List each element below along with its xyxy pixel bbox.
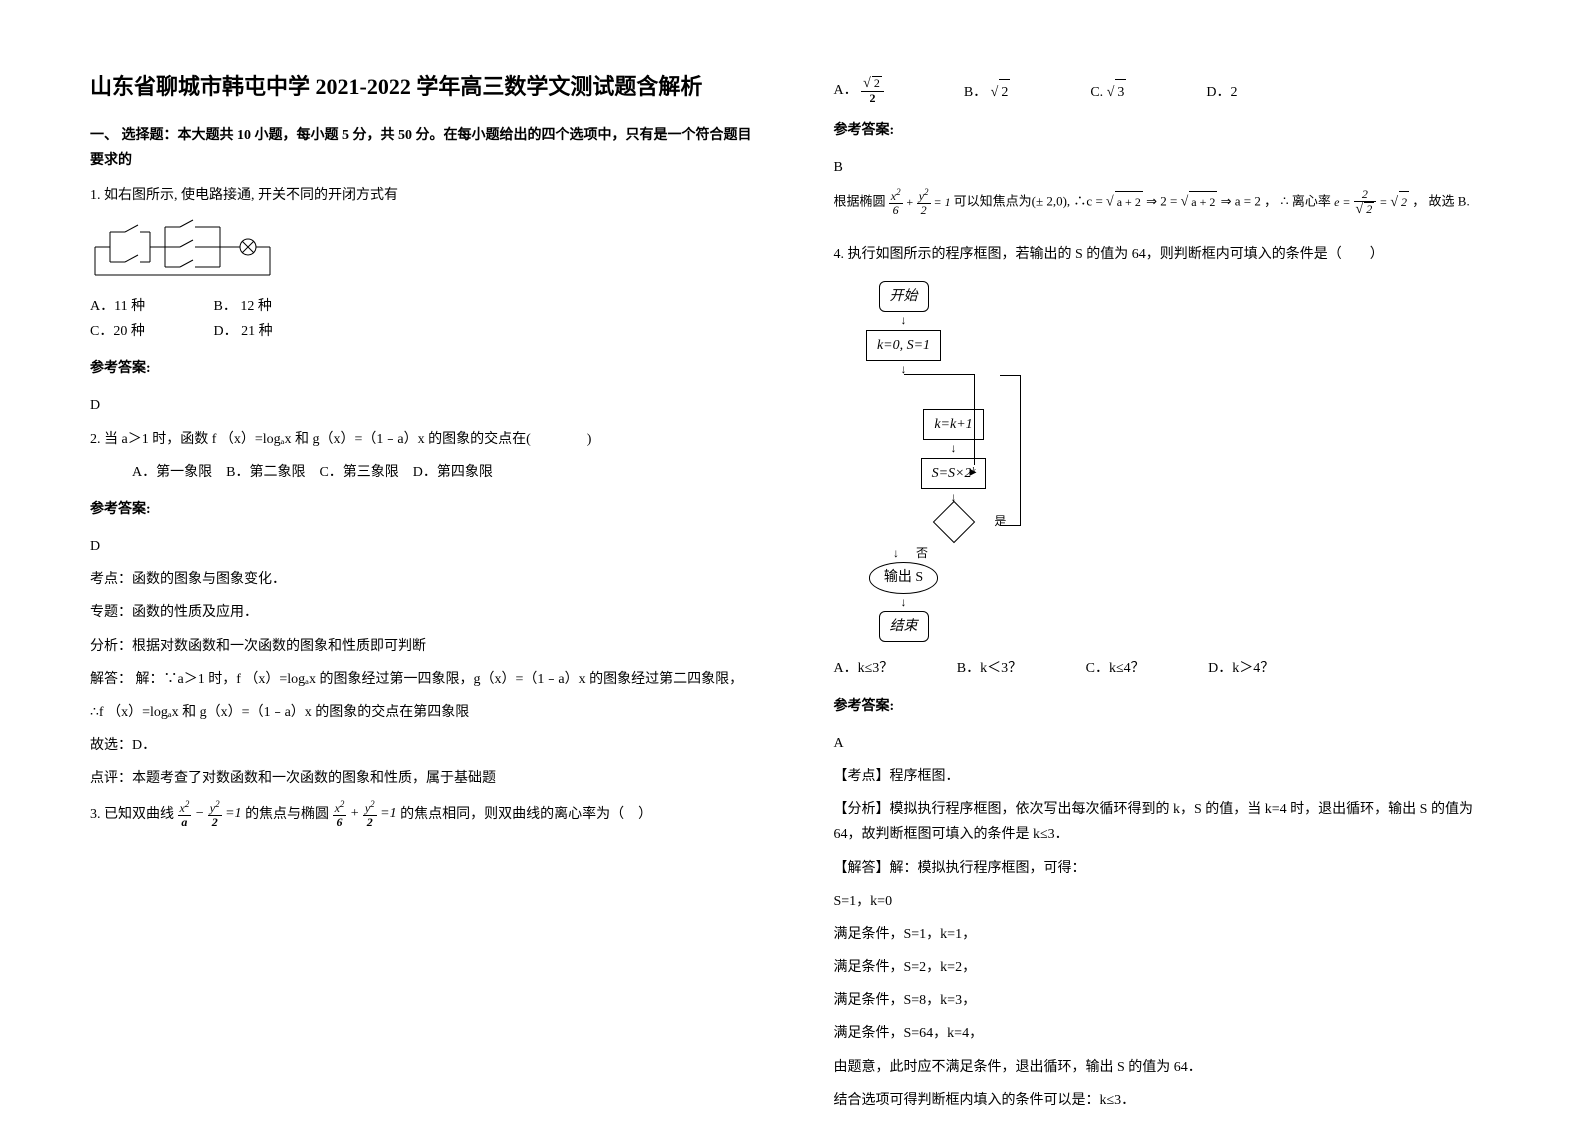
q4-l4: 满足条件，S=8，k=3， <box>834 988 1498 1013</box>
q3-stem: 3. 已知双曲线 x2a − y22 =1 的焦点与椭圆 x26 + y22 =… <box>90 800 754 829</box>
q3-expl-tail: ， 故选 B. <box>1412 194 1469 209</box>
q2-answer-label: 参考答案: <box>90 497 754 522</box>
circuit-diagram <box>90 217 754 286</box>
q3-lead: 3. 已知双曲线 <box>90 806 174 821</box>
section-heading: 一、 选择题：本大题共 10 小题，每小题 5 分，共 50 分。在每小题给出的… <box>90 123 754 173</box>
q4-l2: 满足条件，S=1，k=1， <box>834 922 1498 947</box>
q3-answer-label: 参考答案: <box>834 118 1498 143</box>
q3-eq1: x2a − y22 =1 <box>178 806 246 821</box>
q4-l7: 结合选项可得判断框内填入的条件可以是：k≤3． <box>834 1088 1498 1113</box>
q3-expl-lead: 根据椭圆 <box>834 194 886 209</box>
q3-explanation: 根据椭圆 x26 + y22 = 1 可以知焦点为(± 2,0), ∴c = √… <box>834 188 1498 218</box>
q4-optA: A．k≤3？ <box>834 656 894 681</box>
flow-arrow-icon: ↓ <box>901 598 907 608</box>
q3-mid: 的焦点与椭圆 <box>245 806 329 821</box>
q2-options: A．第一象限 B．第二象限 C．第三象限 D．第四象限 <box>90 460 754 485</box>
q4-stem: 4. 执行如图所示的程序框图，若输出的 S 的值为 64，则判断框内可填入的条件… <box>834 242 1498 267</box>
q1-optB: B． 12 种 <box>214 294 334 319</box>
q2-jd3: 故选：D． <box>90 733 754 758</box>
flow-init: k=0, S=1 <box>866 330 941 361</box>
q3-expl-mid3: ⇒ a = 2 ， ∴ 离心率 <box>1221 194 1331 209</box>
q2-fx: 分析：根据对数函数和一次函数的图象和性质即可判断 <box>90 634 754 659</box>
page-title: 山东省聊城市韩屯中学 2021-2022 学年高三数学文测试题含解析 <box>90 70 754 103</box>
q4-l3: 满足条件，S=2，k=2， <box>834 955 1498 980</box>
q1-options-row2: C．20 种 D． 21 种 <box>90 319 754 344</box>
q4-jd: 【解答】解：模拟执行程序框图，可得： <box>834 856 1498 881</box>
flow-start: 开始 <box>879 281 929 312</box>
flow-output: 输出 S <box>869 562 938 593</box>
flow-no: 否 <box>916 546 928 560</box>
flow-decision <box>939 507 969 537</box>
q3-expl-mid: 可以知焦点为(± 2,0), ∴c = <box>954 194 1106 209</box>
q4-l5: 满足条件，S=64，k=4， <box>834 1021 1498 1046</box>
q2-zt: 专题：函数的性质及应用． <box>90 600 754 625</box>
q4-optD: D．k＞4？ <box>1208 656 1274 681</box>
q2-stem: 2. 当 a＞1 时，函数 f （x）=logₐx 和 g（x）=（1﹣a）x … <box>90 427 754 452</box>
q1-optA: A．11 种 <box>90 294 210 319</box>
q3-answer: B <box>834 155 1498 180</box>
left-column: 山东省聊城市韩屯中学 2021-2022 学年高三数学文测试题含解析 一、 选择… <box>0 0 794 1122</box>
flow-arrow-icon: ↓ 否 <box>893 549 914 559</box>
q1-answer: D <box>90 393 754 418</box>
q2-kd: 考点：函数的图象与图象变化． <box>90 567 754 592</box>
flow-arrow-icon: ↓ <box>921 444 987 454</box>
q4-l6: 由题意，此时应不满足条件，退出循环，输出 S 的值为 64． <box>834 1055 1498 1080</box>
flowchart: 开始 ↓ k=0, S=1 ↓ ▸ k=k+1 ↓ S=S×2ᵏ ↓ 是 <box>854 277 1498 647</box>
flow-arrow-icon: ↓ <box>901 316 907 326</box>
flow-step2: S=S×2ᵏ <box>921 458 987 489</box>
q4-l1: S=1，k=0 <box>834 889 1498 914</box>
flow-step1: k=k+1 <box>923 409 983 440</box>
q1-optD: D． 21 种 <box>214 319 334 344</box>
q4-fx: 【分析】模拟执行程序框图，依次写出每次循环得到的 k，S 的值，当 k=4 时，… <box>834 797 1498 847</box>
q2-answer: D <box>90 534 754 559</box>
q3-tail: 的焦点相同，则双曲线的离心率为（ ） <box>400 806 652 821</box>
q3-options: A． √22 B． √2 C. √3 D．2 <box>834 76 1498 106</box>
q2-jd1: 解答： 解：∵a＞1 时，f （x）=logₐx 的图象经过第一四象限，g（x）… <box>90 667 754 692</box>
q1-options-row1: A．11 种 B． 12 种 <box>90 294 754 319</box>
q3-optC: C. √3 <box>1090 79 1126 105</box>
q4-answer: A <box>834 731 1498 756</box>
flow-arrow-icon: ↓ <box>901 365 907 375</box>
q4-optC: C．k≤4？ <box>1086 656 1145 681</box>
q4-optB: B．k＜3？ <box>957 656 1022 681</box>
right-column: A． √22 B． √2 C. √3 D．2 参考答案: B 根据椭圆 x26 … <box>794 0 1587 1122</box>
q1-answer-label: 参考答案: <box>90 356 754 381</box>
q3-optA: A． √22 <box>834 76 884 106</box>
q4-options: A．k≤3？ B．k＜3？ C．k≤4？ D．k＞4？ <box>834 656 1498 681</box>
q3-optD: D．2 <box>1206 80 1237 105</box>
q2-dp: 点评：本题考查了对数函数和一次函数的图象和性质，属于基础题 <box>90 766 754 791</box>
q4-kd: 【考点】程序框图． <box>834 764 1498 789</box>
q3-optB: B． √2 <box>964 79 1011 105</box>
q3-expl-mid2: ⇒ 2 = <box>1146 194 1180 209</box>
flow-end: 结束 <box>879 611 929 642</box>
q3-eq2: x26 + y22 =1 <box>333 806 401 821</box>
q1-stem: 1. 如右图所示, 使电路接通, 开关不同的开闭方式有 <box>90 183 754 208</box>
q2-jd2: ∴f （x）=logₐx 和 g（x）=（1﹣a）x 的图象的交点在第四象限 <box>90 700 754 725</box>
q1-optC: C．20 种 <box>90 319 210 344</box>
q4-answer-label: 参考答案: <box>834 694 1498 719</box>
